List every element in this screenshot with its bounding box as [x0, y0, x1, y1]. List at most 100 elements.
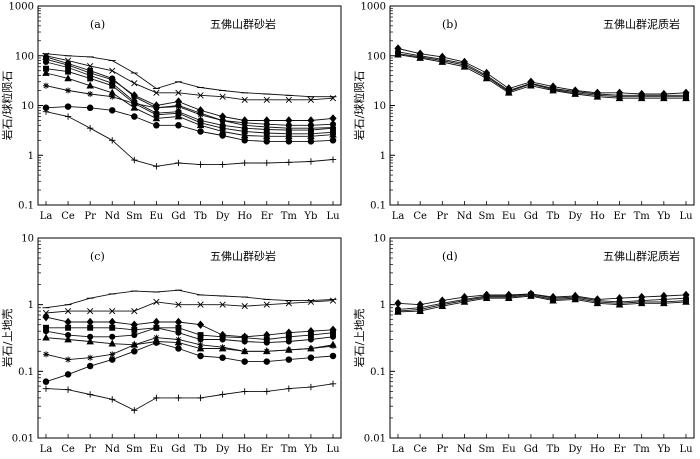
x-tick-label: La — [40, 444, 53, 455]
y-tick-label: 0.1 — [370, 367, 386, 378]
y-tick-label: 0.1 — [370, 201, 386, 212]
data-point-s8 — [285, 125, 292, 132]
x-tick-label: Lu — [679, 444, 693, 455]
data-point-s4 — [394, 307, 402, 315]
data-point-s9 — [263, 138, 271, 145]
data-point-s7 — [42, 68, 50, 76]
data-point-s2 — [87, 308, 94, 315]
data-point-s4 — [307, 116, 315, 125]
data-point-s5 — [42, 328, 50, 335]
series-line-s7 — [45, 337, 334, 361]
y-tick-label: 100 — [15, 51, 34, 62]
x-tick-label: Yb — [656, 211, 670, 222]
data-point-s4 — [131, 326, 138, 333]
y-tick-label: 0.1 — [18, 201, 34, 212]
data-point-s9 — [197, 394, 204, 402]
data-point-s2 — [131, 80, 138, 87]
data-point-s8 — [131, 100, 138, 107]
data-point-s9 — [197, 128, 204, 135]
x-tick-label: Dy — [216, 211, 230, 222]
series-line-s4 — [397, 54, 686, 99]
data-point-s7 — [152, 114, 161, 122]
data-point-s8 — [64, 371, 72, 378]
data-point-s6 — [87, 75, 94, 82]
data-point-s9 — [64, 103, 72, 110]
x-tick-label: Pr — [437, 444, 449, 455]
x-tick-label: La — [40, 211, 53, 222]
x-tick-label: Ce — [413, 211, 427, 222]
data-point-s1 — [394, 299, 402, 308]
data-point-s4 — [460, 297, 469, 305]
data-point-s6 — [65, 68, 72, 75]
y-axis-label: 岩石/球粒陨石 — [0, 71, 14, 141]
data-point-s10 — [153, 163, 160, 170]
data-point-s9 — [131, 113, 138, 120]
data-point-s10 — [109, 137, 116, 144]
data-point-s8 — [263, 358, 271, 365]
data-point-s7 — [196, 121, 205, 129]
data-point-s4 — [593, 92, 602, 100]
x-tick-label: Tm — [634, 211, 651, 222]
data-point-s9 — [64, 386, 72, 393]
data-point-s4 — [615, 94, 624, 102]
data-point-s5 — [197, 336, 204, 343]
data-point-s4 — [660, 94, 668, 102]
data-point-s5 — [42, 58, 50, 66]
data-point-s7 — [153, 334, 160, 341]
data-point-s2 — [307, 96, 315, 103]
data-point-s10 — [197, 161, 204, 168]
data-point-s9 — [219, 391, 226, 398]
y-tick-label: 100 — [367, 51, 386, 62]
series-line-s5 — [45, 61, 334, 131]
x-tick-label: Dy — [568, 444, 582, 455]
x-tick-label: Tb — [547, 211, 560, 222]
data-point-s4 — [263, 116, 271, 125]
series-line-s4 — [46, 327, 334, 340]
data-point-s7 — [43, 351, 49, 358]
data-point-s2 — [64, 308, 72, 315]
panel-c-upper-crust-sandstone: 0.01 0.1 1 10 La Ce Pr Nd Sm Eu Gd Tb Dy Ho Er Tm Yb Lu 岩石… — [0, 234, 342, 455]
data-point-s3 — [196, 320, 205, 329]
data-point-s2 — [285, 96, 292, 103]
data-point-s7 — [109, 351, 116, 358]
x-tick-label: Dy — [216, 444, 230, 455]
data-point-s10 — [64, 113, 72, 120]
data-point-s10 — [42, 108, 50, 115]
data-point-s8 — [109, 93, 116, 100]
series-line-s1 — [45, 53, 333, 98]
data-point-s9 — [86, 391, 94, 398]
x-tick-label: Lu — [326, 211, 340, 222]
data-point-s4 — [615, 300, 624, 308]
x-tick-label: Eu — [150, 444, 164, 455]
data-point-s7 — [64, 74, 72, 82]
data-point-s4 — [482, 74, 491, 82]
data-point-s3 — [86, 317, 94, 327]
data-point-s7 — [285, 346, 292, 353]
y-tick-label: 1000 — [9, 2, 34, 13]
data-point-s7 — [65, 356, 72, 363]
data-point-s7 — [131, 341, 138, 348]
data-point-s2 — [241, 96, 248, 103]
data-point-s8 — [42, 378, 50, 385]
data-point-s4 — [682, 297, 690, 305]
series-line-s10 — [45, 111, 334, 167]
series-line-s2 — [397, 51, 686, 96]
data-point-s2 — [109, 308, 116, 315]
data-point-s4 — [416, 53, 424, 61]
series-line-s9 — [45, 383, 334, 411]
data-point-s5 — [263, 339, 270, 346]
series-line-s4 — [397, 295, 687, 313]
data-point-s4 — [682, 94, 690, 102]
y-tick-label: 1 — [380, 300, 386, 311]
data-point-s5 — [153, 324, 160, 331]
series-line-s2 — [45, 300, 334, 314]
data-point-s6 — [108, 339, 116, 347]
data-point-s9 — [263, 388, 270, 395]
series-line-s8 — [45, 342, 334, 383]
data-point-s3 — [152, 317, 160, 327]
data-point-s4 — [285, 116, 293, 125]
data-point-s7 — [329, 130, 337, 138]
x-tick-label: Eu — [502, 444, 516, 455]
x-tick-label: Ce — [61, 211, 75, 222]
